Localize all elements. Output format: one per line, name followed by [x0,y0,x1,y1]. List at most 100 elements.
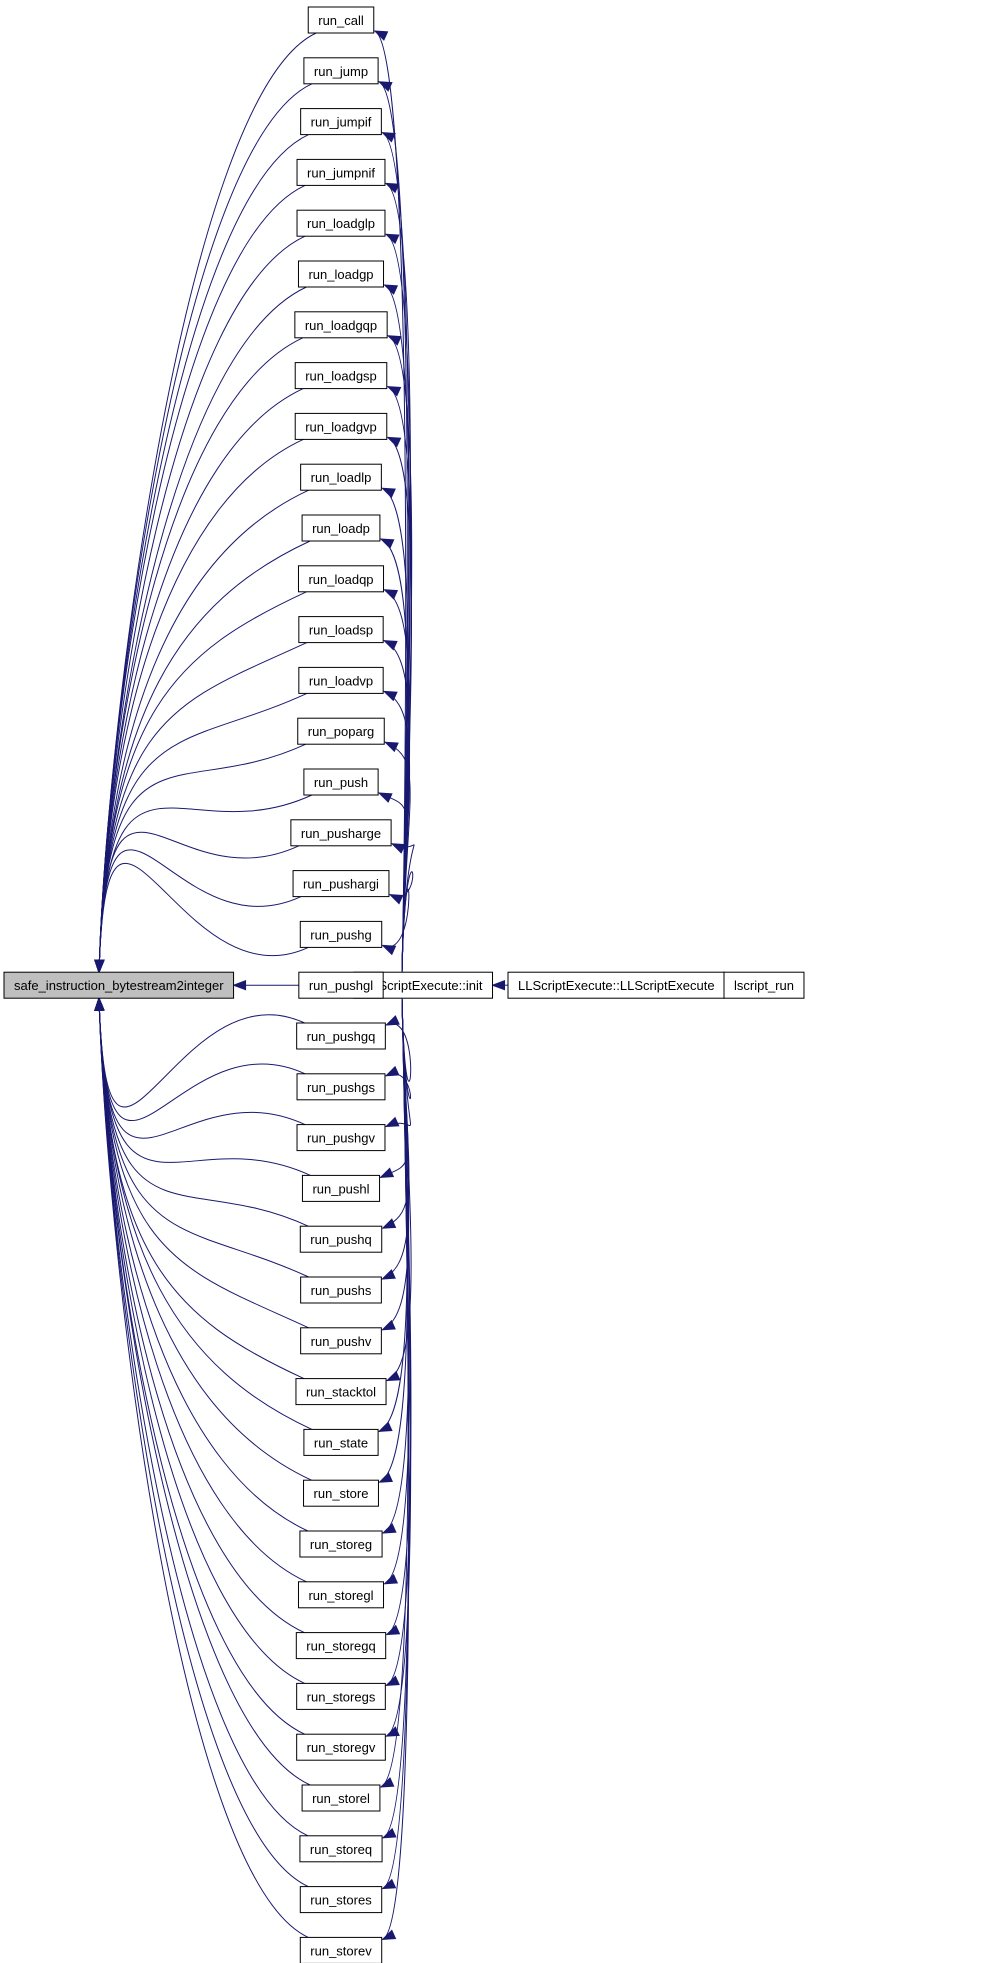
node-box [298,971,384,999]
edge-init-to-run-loadgvp-arrow [386,436,402,448]
node-label: run_loadgvp [305,419,377,434]
node-box [300,463,382,491]
node-llscriptexecute-llscriptexecute[interactable]: LLScriptExecute::LLScriptExecute [507,971,726,999]
node-run-storegq[interactable]: run_storegq [295,1632,387,1660]
node-run-loadgp[interactable]: run_loadgp [297,260,385,288]
node-run-storegs[interactable]: run_storegs [296,1682,386,1710]
node-run-loadglp[interactable]: run_loadglp [296,209,386,237]
edge-init-to-run-pushs-arrow [381,1269,396,1280]
node-run-storel[interactable]: run_storel [301,1784,381,1812]
node-run-storeg[interactable]: run_storeg [299,1530,383,1558]
node-box [294,311,388,339]
edge-init-to-run-storeg-arrow [381,1523,397,1534]
node-run-pushgs[interactable]: run_pushgs [296,1073,386,1101]
node-label: run_loadgqp [305,318,377,333]
node-run-storev[interactable]: run_storev [299,1936,383,1963]
edge-run-storegl-to-root [98,998,307,1583]
edge-init-to-run-pushargi-arrow [388,894,404,905]
node-run-loadgvp[interactable]: run_loadgvp [294,412,388,440]
node-box [294,362,388,390]
node-run-pushgl[interactable]: run_pushgl [298,971,384,999]
node-run-pushq[interactable]: run_pushq [299,1225,383,1253]
node-box [296,1073,386,1101]
node-label: LLScriptExecute::LLScriptExecute [518,978,715,993]
node-run-loadlp[interactable]: run_loadlp [300,463,382,491]
node-lscript-run[interactable]: lscript_run [723,971,805,999]
edge-init-to-run-pushgs [385,998,412,1100]
node-box [507,971,726,999]
node-run-storeq[interactable]: run_storeq [299,1835,383,1863]
edge-init-to-run-loadvp-arrow [382,690,398,702]
node-run-pushs[interactable]: run_pushs [300,1276,382,1304]
node-label: run_pushgl [309,978,373,993]
node-run-stores[interactable]: run_stores [299,1886,383,1914]
node-run-pusharge[interactable]: run_pusharge [290,819,392,847]
node-label: run_loadp [312,521,370,536]
node-label: run_loadvp [309,673,373,688]
nodes: safe_instruction_bytestream2integer LLScr… [3,6,805,1963]
node-run-loadqp[interactable]: run_loadqp [297,565,385,593]
node-box [292,870,390,898]
edge-init-to-run-storel-arrow [379,1777,395,1788]
edge-run-storev-to-root [98,998,309,1938]
edge-init-to-run-pushv [382,998,410,1331]
node-run-loadvp[interactable]: run_loadvp [298,666,384,694]
edge-run-pushgq-to-root [98,998,305,1108]
node-label: run_pushgv [307,1131,375,1146]
node-run-pushg[interactable]: run_pushg [299,920,383,948]
node-run-pushgv[interactable]: run_pushgv [296,1124,386,1152]
node-label: run_storegs [307,1689,376,1704]
node-safe-instruction-bytestream2integer[interactable]: safe_instruction_bytestream2integer [3,971,235,999]
node-run-call[interactable]: run_call [307,6,375,34]
edge-run-stores-to-root [98,998,309,1888]
edge-init-to-run-push [378,792,408,973]
node-label: run_loadglp [307,216,375,231]
node-run-storegv[interactable]: run_storegv [296,1733,386,1761]
node-run-jumpif[interactable]: run_jumpif [300,108,382,136]
node-run-loadp[interactable]: run_loadp [301,514,381,542]
edge-init-to-run-pushv-arrow [381,1319,396,1331]
node-run-storegl[interactable]: run_storegl [297,1581,385,1609]
node-box [298,666,384,694]
node-run-pushgq[interactable]: run_pushgq [296,1022,386,1050]
edge-run-pushs-to-root [98,998,309,1278]
node-run-jump[interactable]: run_jump [303,57,379,85]
edge-run-pushargi-to-root [98,849,302,973]
node-box [3,971,235,999]
edge-init-to-run-pusharge-arrow [390,843,406,854]
edge-run-pushg-to-root [98,863,309,973]
node-box [297,260,385,288]
edge-run-store-to-root [98,998,312,1481]
node-run-loadgsp[interactable]: run_loadgsp [294,362,388,390]
node-run-state[interactable]: run_state [303,1428,379,1456]
node-box [296,1124,386,1152]
node-run-pushl[interactable]: run_pushl [301,1174,381,1202]
node-label: run_pushs [311,1283,372,1298]
edge-run-jumpif-to-root [98,134,309,973]
edge-run-call-to-root [98,32,317,973]
node-run-pushargi[interactable]: run_pushargi [292,870,390,898]
edge-init-to-run-jump-arrow [377,81,393,92]
node-box [301,1784,381,1812]
node-box [299,1225,383,1253]
edge-run-storegs-to-root [98,998,305,1684]
node-run-stacktol[interactable]: run_stacktol [295,1378,387,1406]
node-run-loadgqp[interactable]: run_loadgqp [294,311,388,339]
edge-run-pusharge-to-root [98,831,300,973]
node-label: run_pushq [310,1232,371,1247]
node-label: run_jumpnif [307,165,375,180]
node-run-jumpnif[interactable]: run_jumpnif [296,158,386,186]
edge-init-to-run-storegq-arrow [385,1624,401,1636]
node-run-poparg[interactable]: run_poparg [297,717,385,745]
node-run-loadsp[interactable]: run_loadsp [298,616,384,644]
edge-init-to-run-jumpif-arrow [381,132,396,143]
node-label: run_storev [310,1943,372,1958]
node-run-pushv[interactable]: run_pushv [300,1327,382,1355]
node-label: safe_instruction_bytestream2integer [14,978,224,993]
node-run-store[interactable]: run_store [303,1479,379,1507]
node-label: run_poparg [308,724,375,739]
node-label: run_loadlp [311,470,372,485]
node-label: run_pushv [311,1334,372,1349]
edge-init-to-run-storeq-arrow [381,1827,397,1839]
node-run-push[interactable]: run_push [303,768,379,796]
